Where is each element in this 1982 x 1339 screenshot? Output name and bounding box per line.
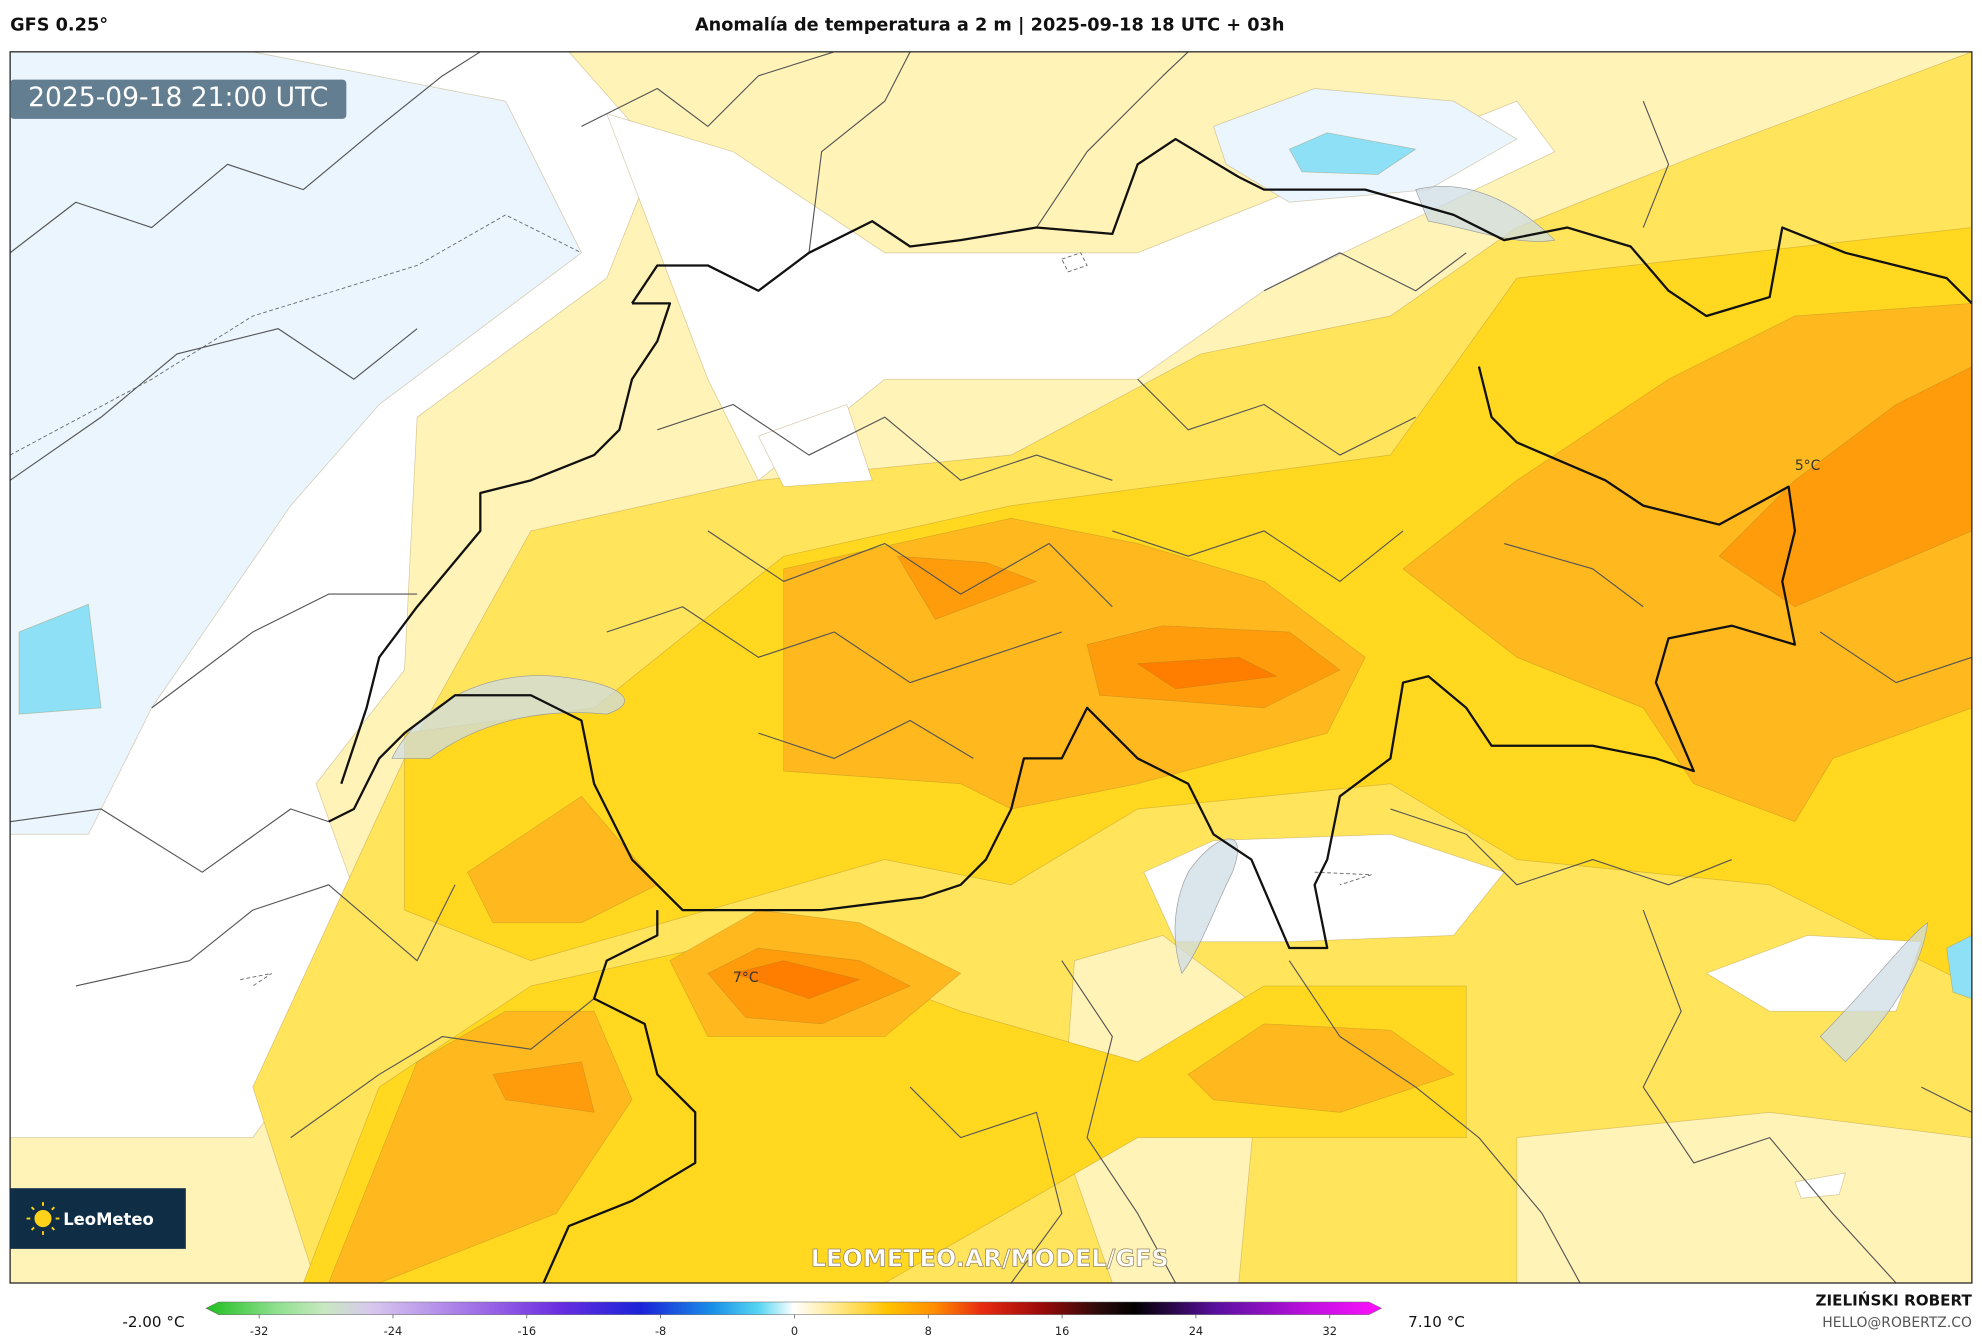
credit-name: ZIELIŃSKI ROBERT (1816, 1291, 1973, 1310)
watermark: LEOMETEO.AR/MODEL/GFS (811, 1245, 1169, 1273)
colorbar-tick-label: 8 (925, 1324, 932, 1338)
logo-sun (26, 1202, 60, 1235)
timestamp-box (10, 79, 347, 119)
colorbar-max-label: 7.10 °C (1408, 1313, 1465, 1331)
colorbar (205, 1301, 1383, 1315)
map-frame (9, 51, 1973, 1284)
field-shading (10, 51, 1972, 1283)
colorbar-ticks: -32 -24 -16 -8 0 8 16 24 32 (250, 1314, 1337, 1338)
field-label: 5°C (1795, 458, 1820, 474)
field-label: 7°C (733, 970, 758, 986)
colorbar-tick-label: -32 (250, 1324, 269, 1338)
dashed-borders (10, 214, 1372, 987)
country-borders (328, 137, 1972, 1283)
admin-borders (10, 51, 1972, 1283)
model-name: GFS 0.25° (10, 15, 108, 35)
map-title: Anomalía de temperatura a 2 m | 2025-09-… (695, 15, 1284, 35)
timestamp: 2025-09-18 21:00 UTC (28, 82, 328, 113)
colorbar-tick-label: 32 (1323, 1324, 1337, 1338)
colorbar-tick-label: -24 (384, 1324, 403, 1338)
colorbar-tick-label: -16 (518, 1324, 537, 1338)
colorbar-min-label: -2.00 °C (122, 1313, 184, 1331)
colorbar-tick-label: 16 (1055, 1324, 1069, 1338)
colorbar-tick-label: 24 (1189, 1324, 1203, 1338)
colorbar-tick-label: 0 (791, 1324, 798, 1338)
colorbar-tick-label: -8 (655, 1324, 666, 1338)
logo-text: LeoMeteo (63, 1210, 154, 1229)
credit-email: HELLO@ROBERTZ.CO (1822, 1315, 1972, 1331)
map: 5°C 7°C (10, 51, 1972, 1283)
lakes (391, 186, 1929, 1063)
